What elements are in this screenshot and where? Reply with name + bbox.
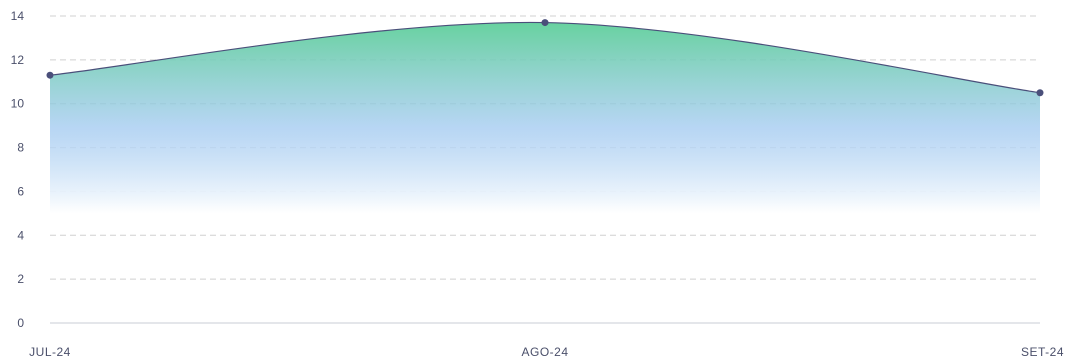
data-point[interactable] — [46, 71, 54, 79]
x-tick-label: AGO-24 — [521, 345, 568, 359]
x-tick-label: SET-24 — [1021, 345, 1064, 359]
x-tick-label: JUL-24 — [29, 345, 71, 359]
y-tick-label: 12 — [11, 53, 25, 67]
y-tick-label: 2 — [17, 272, 24, 286]
x-axis-ticks: JUL-24 AGO-24 SET-24 — [29, 345, 1064, 359]
y-axis-ticks: 0 2 4 6 8 10 12 14 — [11, 9, 25, 330]
data-point[interactable] — [541, 19, 549, 27]
y-tick-label: 10 — [11, 97, 25, 111]
y-tick-label: 6 — [17, 184, 24, 198]
y-tick-label: 14 — [11, 9, 25, 23]
data-point[interactable] — [1036, 89, 1044, 97]
marker-layer — [46, 19, 1044, 97]
area-layer — [50, 22, 1040, 214]
y-tick-label: 4 — [17, 228, 24, 242]
y-tick-label: 8 — [17, 141, 24, 155]
y-tick-label: 0 — [17, 316, 24, 330]
series-area — [50, 22, 1040, 214]
